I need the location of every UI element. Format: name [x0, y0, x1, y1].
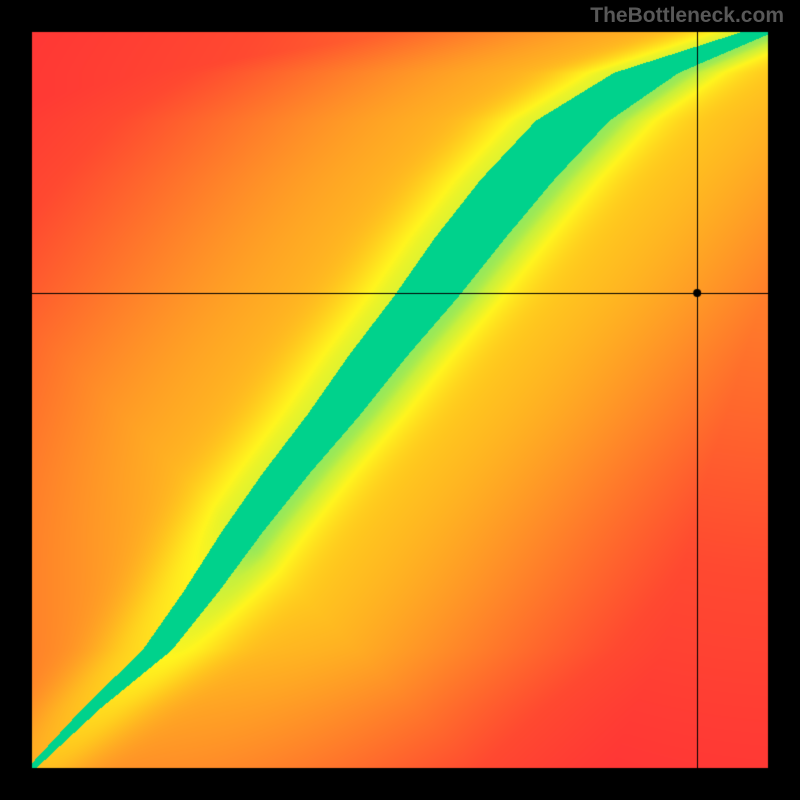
- watermark-text: TheBottleneck.com: [590, 4, 784, 28]
- chart-container: TheBottleneck.com: [0, 0, 800, 800]
- bottleneck-heatmap: [0, 0, 800, 800]
